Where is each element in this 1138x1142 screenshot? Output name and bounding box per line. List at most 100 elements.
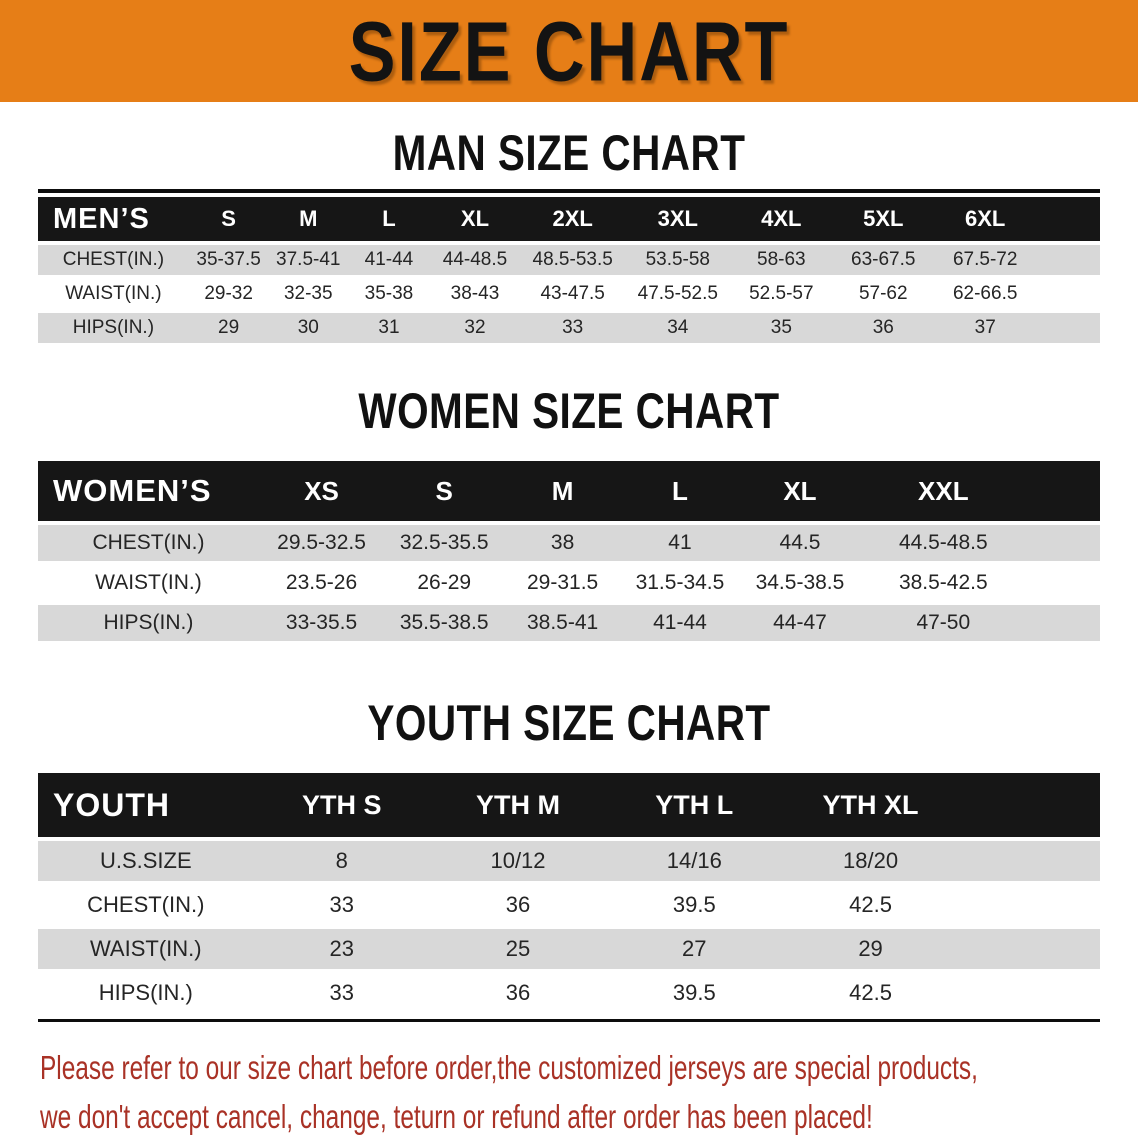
man-section-heading-text: MAN SIZE CHART — [392, 123, 746, 181]
table-corner-label: MEN’S — [38, 197, 189, 241]
womens-size-table: WOMEN’S XS S M L XL XXL CHEST(IN.) 29.5-32.5 32.… — [38, 457, 1100, 645]
size-column-header: XXL — [861, 461, 1026, 521]
spacer-cell — [1025, 525, 1100, 561]
size-value-cell: 44.5-48.5 — [861, 525, 1026, 561]
size-value-cell: 37 — [934, 313, 1037, 343]
size-value-cell: 29 — [782, 929, 959, 969]
size-value-cell: 35 — [730, 313, 833, 343]
size-value-cell: 29.5-32.5 — [258, 525, 385, 561]
disclaimer-note: Please refer to our size chart before or… — [40, 1044, 1138, 1142]
youth-section-heading: YOUTH SIZE CHART — [0, 693, 1138, 751]
size-value-cell: 8 — [253, 841, 430, 881]
size-column-header: YTH S — [253, 773, 430, 837]
size-value-cell: 33 — [520, 313, 626, 343]
size-value-cell: 41-44 — [348, 245, 430, 275]
row-label: HIPS(IN.) — [98, 980, 193, 1005]
youth-header-row: YOUTH YTH S YTH M YTH L YTH XL — [38, 773, 1100, 837]
spacer-cell — [958, 773, 1100, 837]
spacer-cell — [958, 841, 1100, 881]
spacer-cell — [959, 885, 1100, 925]
size-value-cell: 23 — [253, 929, 430, 969]
size-value-cell: 29-32 — [204, 283, 253, 304]
disclaimer-line-1: Please refer to our size chart before or… — [40, 1049, 978, 1086]
size-value-cell: 38.5-41 — [504, 605, 622, 641]
table-row: CHEST(IN.) 33 36 39.5 42.5 — [38, 885, 1100, 925]
row-label: WAIST(IN.) — [38, 929, 254, 969]
row-label: WAIST(IN.) — [95, 571, 202, 594]
size-value-cell: 33 — [329, 980, 354, 1005]
table-row: HIPS(IN.) 33-35.5 35.5-38.5 38.5-41 41-44 44-… — [38, 605, 1100, 641]
size-column-header: L — [621, 461, 739, 521]
size-value-cell: 33 — [329, 892, 354, 917]
size-value-cell: 35-38 — [364, 283, 414, 304]
size-value-cell: 32 — [429, 313, 521, 343]
size-value-cell: 63-67.5 — [832, 245, 935, 275]
size-value-cell: 38-43 — [450, 283, 500, 304]
size-value-cell: 67.5-72 — [934, 245, 1037, 275]
row-label: U.S.SIZE — [38, 841, 254, 881]
women-section-heading-text: WOMEN SIZE CHART — [358, 381, 780, 439]
size-value-cell: 33-35.5 — [258, 605, 385, 641]
size-column-header: 5XL — [832, 197, 935, 241]
size-value-cell: 35-37.5 — [188, 245, 269, 275]
divider-rule-bottom — [38, 1019, 1100, 1022]
size-value-cell: 34.5-38.5 — [755, 571, 845, 594]
size-column-header: 3XL — [625, 197, 731, 241]
size-value-cell: 26-29 — [417, 571, 472, 594]
spacer-cell — [1026, 565, 1100, 601]
size-value-cell: 42.5 — [849, 980, 892, 1005]
table-row: U.S.SIZE 8 10/12 14/16 18/20 — [38, 841, 1100, 881]
size-value-cell: 29 — [188, 313, 269, 343]
spacer-cell — [1036, 245, 1100, 275]
size-value-cell: 27 — [606, 929, 783, 969]
size-column-header: 2XL — [520, 197, 626, 241]
size-column-header: 4XL — [730, 197, 833, 241]
size-value-cell: 32.5-35.5 — [384, 525, 505, 561]
size-value-cell: 36 — [505, 892, 531, 917]
table-row: CHEST(IN.) 29.5-32.5 32.5-35.5 38 41 44.5 44.5… — [38, 525, 1100, 561]
size-value-cell: 18/20 — [782, 841, 959, 881]
size-value-cell: 44.5 — [738, 525, 862, 561]
row-label: HIPS(IN.) — [38, 605, 259, 641]
table-corner-label: WOMEN’S — [38, 461, 259, 521]
size-value-cell: 37.5-41 — [268, 245, 349, 275]
size-value-cell: 32-35 — [283, 283, 333, 304]
size-value-cell: 48.5-53.5 — [520, 245, 626, 275]
size-value-cell: 43-47.5 — [540, 283, 605, 304]
size-value-cell: 39.5 — [672, 892, 716, 917]
size-column-header: YTH M — [429, 773, 607, 837]
size-value-cell: 62-66.5 — [952, 283, 1018, 304]
size-column-header: L — [348, 197, 430, 241]
size-value-cell: 44-48.5 — [429, 245, 521, 275]
size-value-cell: 10/12 — [429, 841, 607, 881]
size-value-cell: 47-50 — [861, 605, 1026, 641]
spacer-cell — [1025, 461, 1100, 521]
size-value-cell: 23.5-26 — [285, 571, 358, 594]
size-value-cell: 44-47 — [738, 605, 862, 641]
spacer-cell — [1036, 313, 1100, 343]
size-column-header: S — [188, 197, 269, 241]
table-row: HIPS(IN.) 29 30 31 32 33 34 35 36 37 — [38, 313, 1100, 343]
size-column-header: 6XL — [934, 197, 1037, 241]
size-column-header: XS — [258, 461, 385, 521]
size-column-header: YTH XL — [782, 773, 959, 837]
row-label: CHEST(IN.) — [38, 245, 189, 275]
row-label: CHEST(IN.) — [87, 892, 205, 917]
banner-title: SIZE CHART — [348, 3, 790, 99]
women-section-heading: WOMEN SIZE CHART — [0, 381, 1138, 439]
youth-section-heading-text: YOUTH SIZE CHART — [367, 693, 771, 751]
womens-header-row: WOMEN’S XS S M L XL XXL — [38, 461, 1100, 521]
size-column-header: M — [268, 197, 349, 241]
size-value-cell: 58-63 — [730, 245, 833, 275]
size-value-cell: 41 — [621, 525, 739, 561]
size-value-cell: 34 — [625, 313, 731, 343]
size-value-cell: 35.5-38.5 — [384, 605, 505, 641]
spacer-cell — [958, 929, 1100, 969]
spacer-cell — [1036, 279, 1100, 309]
size-value-cell: 31 — [348, 313, 430, 343]
size-value-cell: 14/16 — [606, 841, 783, 881]
youth-size-table: YOUTH YTH S YTH M YTH L YTH XL U.S.SIZE 8 10/1… — [38, 769, 1100, 1017]
size-chart-banner: SIZE CHART — [0, 0, 1138, 102]
size-value-cell: 29-31.5 — [526, 571, 599, 594]
spacer-cell — [959, 973, 1100, 1013]
